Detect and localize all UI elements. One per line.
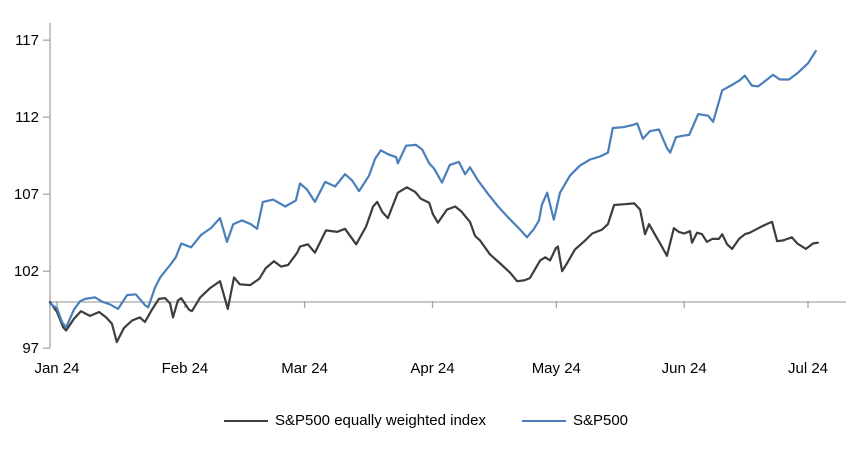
x-tick-label: Feb 24 xyxy=(162,360,209,377)
x-tick-label: Apr 24 xyxy=(410,360,454,377)
chart-legend: S&P500 equally weighted index S&P500 xyxy=(0,412,852,429)
x-tick-label: Mar 24 xyxy=(281,360,328,377)
legend-item-equal-weight: S&P500 equally weighted index xyxy=(223,412,486,429)
sp500-line-swatch xyxy=(521,419,566,422)
sp500-series-line xyxy=(48,49,817,329)
equal-weight-line-swatch xyxy=(223,419,268,422)
legend-label-sp500: S&P500 xyxy=(572,412,629,429)
x-tick-label: Jul 24 xyxy=(788,360,828,377)
y-tick-label: 107 xyxy=(14,186,39,203)
equal-weight-series-line xyxy=(48,186,820,344)
legend-item-sp500: S&P500 xyxy=(521,412,629,429)
y-tick-label: 97 xyxy=(22,340,39,357)
x-tick-label: May 24 xyxy=(532,360,581,377)
x-tick-label: Jun 24 xyxy=(662,360,707,377)
x-tick-label: Jan 24 xyxy=(34,360,79,377)
legend-label-equal-weight: S&P500 equally weighted index xyxy=(274,412,486,429)
y-tick-label: 102 xyxy=(14,263,39,280)
y-tick-label: 117 xyxy=(15,32,39,49)
y-tick-label: 112 xyxy=(15,109,39,126)
